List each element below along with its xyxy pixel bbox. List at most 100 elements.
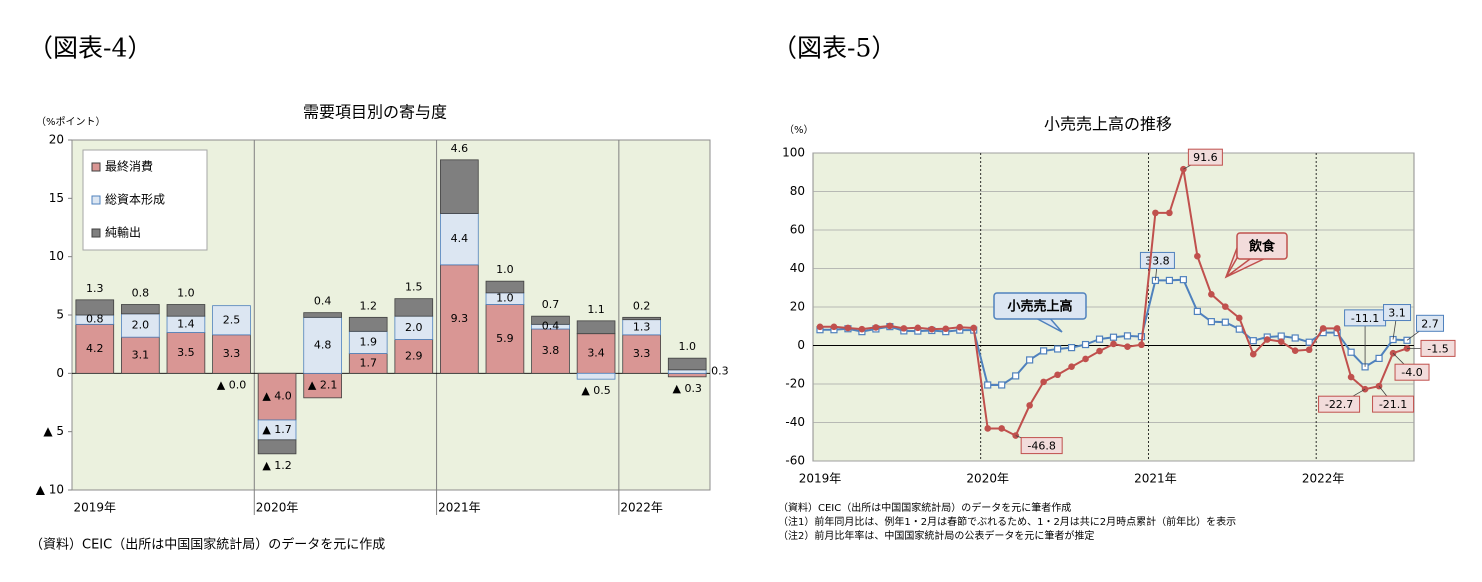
marker bbox=[1012, 372, 1020, 380]
bar-segment bbox=[440, 213, 479, 266]
marker bbox=[1081, 340, 1090, 349]
marker bbox=[928, 325, 936, 333]
marker bbox=[956, 323, 964, 331]
y-tick-label: 20 bbox=[49, 133, 64, 147]
bar-segment bbox=[667, 369, 707, 374]
bar-segment bbox=[348, 316, 388, 332]
data-label: 2.5 bbox=[223, 313, 241, 326]
data-label: ▲ 1.2 bbox=[262, 459, 291, 472]
axis-unit: （%） bbox=[784, 124, 814, 136]
data-label: 0.7 bbox=[542, 298, 560, 311]
marker bbox=[1180, 165, 1187, 173]
y-tick-label: 0 bbox=[56, 366, 64, 380]
chart-title: 小売売上高の推移 bbox=[1044, 115, 1172, 134]
data-label: 4.6 bbox=[451, 142, 469, 155]
marker bbox=[1235, 325, 1243, 333]
bar-segment bbox=[75, 299, 115, 316]
marker bbox=[942, 325, 950, 333]
marker bbox=[1221, 318, 1229, 326]
data-label: 1.4 bbox=[177, 317, 195, 330]
data-label: 5.9 bbox=[496, 332, 514, 345]
legend-label: 最終消費 bbox=[105, 159, 153, 174]
marker bbox=[1249, 350, 1257, 358]
y-tick-label: 60 bbox=[790, 223, 805, 237]
y-tick-label: 5 bbox=[56, 308, 64, 322]
bar-segment bbox=[212, 305, 251, 336]
source-note: （資料）CEIC（出所は中国国家統計局）のデータを元に筆者作成 bbox=[778, 501, 1071, 514]
bar-segment bbox=[212, 334, 251, 374]
bar-segment bbox=[166, 304, 206, 317]
source-note: （資料）CEIC（出所は中国国家統計局）のデータを元に作成 bbox=[30, 537, 385, 553]
data-label: 1.9 bbox=[359, 335, 377, 348]
legend-box bbox=[82, 149, 208, 251]
legend-label: 純輸出 bbox=[105, 225, 141, 240]
marker bbox=[1165, 276, 1174, 285]
marker bbox=[1053, 345, 1062, 353]
source-note: （注1）前年同月比は、例年1・2月は春節でぶれるため、1・2月は共に2月時点累計… bbox=[778, 515, 1236, 528]
label-box bbox=[1318, 395, 1361, 413]
label-box bbox=[1187, 148, 1223, 166]
data-label: 2.0 bbox=[405, 321, 423, 334]
marker bbox=[1235, 314, 1243, 322]
label-box bbox=[1139, 251, 1175, 269]
y-tick-label: -20 bbox=[785, 377, 805, 391]
data-label: 0.4 bbox=[314, 295, 332, 308]
data-label: 0.3 bbox=[711, 365, 729, 378]
data-label: 1.0 bbox=[678, 340, 696, 353]
bar-segment bbox=[121, 336, 160, 374]
bar-segment bbox=[394, 298, 434, 317]
label-box bbox=[1020, 437, 1063, 455]
label-box bbox=[1394, 363, 1430, 381]
callout-box bbox=[1236, 232, 1288, 260]
data-label: 2.0 bbox=[132, 319, 150, 332]
bar-segment bbox=[75, 323, 115, 374]
bar-segment bbox=[622, 316, 661, 321]
marker bbox=[1152, 209, 1159, 217]
x-tick-label: 2022年 bbox=[620, 501, 663, 515]
marker bbox=[998, 425, 1005, 432]
marker bbox=[1277, 332, 1285, 340]
x-tick-label: 2020年 bbox=[256, 501, 299, 515]
y-tick-label: 10 bbox=[49, 249, 64, 263]
marker bbox=[1403, 345, 1411, 352]
bar-segment bbox=[531, 315, 570, 325]
data-label: ▲ 0.5 bbox=[581, 384, 610, 397]
marker bbox=[1375, 354, 1383, 362]
marker bbox=[1305, 346, 1313, 354]
label-box bbox=[1420, 339, 1456, 357]
data-label: -1.5 bbox=[1427, 342, 1448, 355]
data-label: ▲ 1.7 bbox=[262, 423, 291, 436]
data-label: 1.0 bbox=[177, 287, 195, 300]
data-label: 4.2 bbox=[86, 342, 104, 355]
marker bbox=[1138, 341, 1145, 349]
marker bbox=[816, 323, 824, 331]
data-label: ▲ 0.0 bbox=[217, 378, 246, 391]
marker bbox=[1124, 343, 1131, 350]
bar-segment bbox=[667, 372, 707, 378]
y-tick-label: 20 bbox=[790, 300, 805, 314]
marker bbox=[1208, 290, 1215, 298]
data-label: 9.3 bbox=[451, 312, 469, 325]
data-label: 0.8 bbox=[132, 287, 150, 300]
marker bbox=[1305, 338, 1313, 346]
marker bbox=[1040, 378, 1047, 386]
marker bbox=[1109, 333, 1118, 341]
data-label: 0.8 bbox=[86, 313, 104, 326]
bar-segment bbox=[257, 372, 297, 421]
data-label: 4.8 bbox=[314, 338, 332, 351]
marker bbox=[1040, 347, 1048, 355]
marker bbox=[858, 325, 866, 333]
marker bbox=[984, 425, 992, 432]
bar-segment bbox=[303, 316, 342, 374]
data-label: -21.1 bbox=[1379, 398, 1407, 411]
y-tick-label: 100 bbox=[782, 146, 805, 160]
data-label: -11.1 bbox=[1351, 312, 1379, 325]
bar-segment bbox=[121, 304, 160, 315]
data-label: 1.7 bbox=[359, 356, 377, 369]
legend-swatch bbox=[91, 195, 101, 205]
marker bbox=[1319, 325, 1327, 332]
y-tick-label: -40 bbox=[785, 415, 805, 429]
bar-segment bbox=[440, 159, 479, 214]
marker bbox=[1068, 363, 1075, 370]
